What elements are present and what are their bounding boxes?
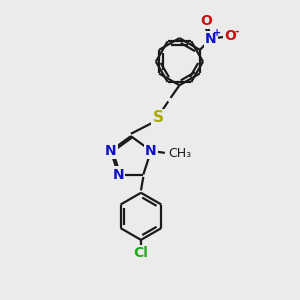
- Text: -: -: [234, 27, 239, 37]
- Text: CH₃: CH₃: [168, 147, 191, 160]
- Text: S: S: [152, 110, 164, 125]
- Text: N: N: [205, 32, 217, 46]
- Text: O: O: [201, 14, 213, 28]
- Text: +: +: [213, 28, 221, 38]
- Text: Cl: Cl: [134, 246, 148, 260]
- Text: O: O: [224, 29, 236, 43]
- Text: N: N: [112, 167, 124, 182]
- Text: N: N: [105, 144, 116, 158]
- Text: N: N: [145, 144, 157, 158]
